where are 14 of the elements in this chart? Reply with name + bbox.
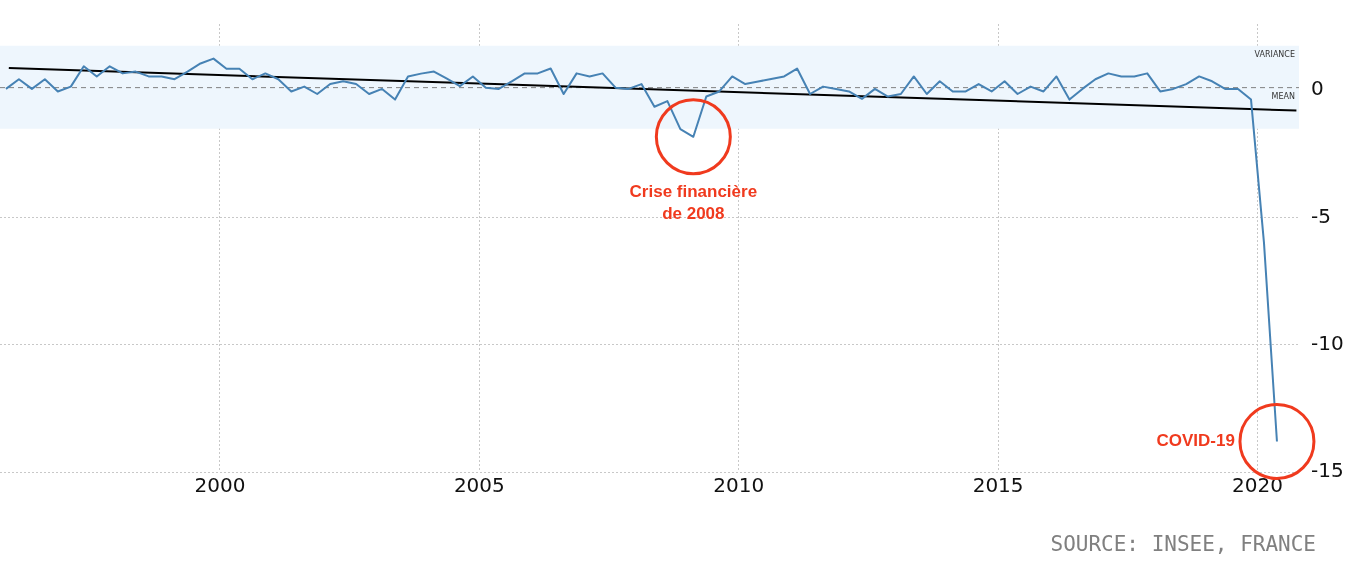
x-tick-label: 2015: [972, 473, 1024, 498]
source-note: SOURCE: INSEE, FRANCE: [1050, 531, 1316, 556]
ref-line-label: MEAN: [1271, 91, 1296, 101]
band-label: VARIANCE: [1254, 49, 1295, 59]
annotation: COVID-19: [1156, 431, 1235, 451]
y-tick-label: 0: [1311, 76, 1324, 101]
annotation: Crise financière de 2008: [629, 181, 758, 223]
x-tick-label: 2000: [194, 473, 246, 498]
x-tick-label: 2005: [453, 473, 505, 498]
y-tick-label: -15: [1311, 458, 1344, 483]
y-tick-label: -5: [1311, 203, 1331, 228]
x-tick-label: 2010: [713, 473, 765, 498]
x-tick-label: 2020: [1232, 473, 1283, 498]
y-tick-label: -10: [1311, 330, 1344, 355]
